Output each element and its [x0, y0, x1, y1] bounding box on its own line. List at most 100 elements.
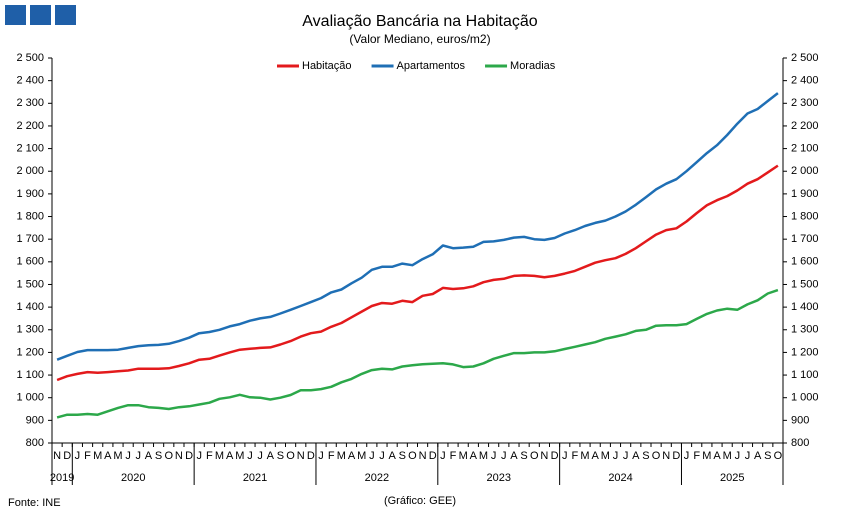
- y2-tick-label: 1 800: [791, 210, 819, 222]
- x-tick-label: J: [440, 450, 446, 462]
- x-tick-label: D: [185, 450, 193, 462]
- y2-tick-label: 1 100: [791, 369, 819, 381]
- x-tick-label: D: [429, 450, 437, 462]
- x-tick-label: A: [510, 450, 518, 462]
- y-tick-label: 2 500: [16, 52, 44, 64]
- x-tick-label: N: [53, 450, 61, 462]
- x-tick-label: F: [450, 450, 457, 462]
- y-tick-label: 1 300: [16, 324, 44, 336]
- x-tick-label: M: [93, 450, 102, 462]
- x-tick-label: D: [551, 450, 559, 462]
- x-tick-label: M: [723, 450, 732, 462]
- y2-tick-label: 2 300: [791, 97, 819, 109]
- y-tick-label: 1 700: [16, 233, 44, 245]
- y2-tick-label: 1 600: [791, 256, 819, 268]
- x-tick-label: J: [75, 450, 81, 462]
- x-tick-label: M: [601, 450, 610, 462]
- y-tick-label: 1 100: [16, 369, 44, 381]
- x-tick-label: J: [491, 450, 497, 462]
- year-label: 2019: [50, 472, 74, 484]
- y2-tick-label: 1 500: [791, 278, 819, 290]
- x-tick-label: O: [652, 450, 661, 462]
- y2-tick-label: 1 000: [791, 392, 819, 404]
- year-label: 2022: [365, 472, 389, 484]
- credit: (Gráfico: GEE): [384, 495, 456, 507]
- y-tick-label: 1 900: [16, 188, 44, 200]
- y-tick-label: 2 200: [16, 120, 44, 132]
- x-tick-label: D: [307, 450, 315, 462]
- x-tick-label: S: [764, 450, 771, 462]
- x-tick-label: N: [540, 450, 548, 462]
- x-tick-label: M: [479, 450, 488, 462]
- x-tick-label: M: [215, 450, 224, 462]
- y2-tick-label: 2 000: [791, 165, 819, 177]
- x-tick-label: J: [125, 450, 131, 462]
- y-tick-label: 900: [26, 414, 44, 426]
- year-label: 2020: [121, 472, 145, 484]
- x-tick-label: J: [136, 450, 142, 462]
- x-tick-label: A: [267, 450, 275, 462]
- x-tick-label: A: [388, 450, 396, 462]
- x-tick-label: A: [592, 450, 600, 462]
- y2-tick-label: 800: [791, 437, 809, 449]
- x-tick-label: J: [369, 450, 375, 462]
- chart-title: Avaliação Bancária na Habitação: [302, 13, 538, 30]
- y2-tick-label: 2 500: [791, 52, 819, 64]
- y-tick-label: 1 000: [16, 392, 44, 404]
- y-tick-label: 2 000: [16, 165, 44, 177]
- x-tick-label: F: [84, 450, 91, 462]
- y-tick-label: 1 800: [16, 210, 44, 222]
- y2-tick-label: 2 400: [791, 75, 819, 87]
- y2-tick-label: 2 100: [791, 142, 819, 154]
- x-tick-label: J: [501, 450, 507, 462]
- x-tick-label: J: [247, 450, 253, 462]
- y-tick-label: 1 600: [16, 256, 44, 268]
- year-label: 2023: [486, 472, 510, 484]
- x-tick-label: S: [399, 450, 406, 462]
- x-tick-label: M: [337, 450, 346, 462]
- y2-tick-label: 2 200: [791, 120, 819, 132]
- source: Fonte: INE: [8, 497, 61, 509]
- x-tick-label: O: [286, 450, 295, 462]
- x-tick-label: A: [470, 450, 478, 462]
- x-tick-label: F: [693, 450, 700, 462]
- x-tick-label: O: [774, 450, 783, 462]
- x-tick-label: J: [684, 450, 690, 462]
- x-tick-label: A: [713, 450, 721, 462]
- x-tick-label: N: [419, 450, 427, 462]
- y2-tick-label: 900: [791, 414, 809, 426]
- x-tick-label: S: [277, 450, 284, 462]
- year-label: 2024: [608, 472, 632, 484]
- y-tick-label: 1 200: [16, 346, 44, 358]
- x-tick-label: S: [520, 450, 527, 462]
- series-line: [56, 92, 779, 361]
- x-tick-label: F: [206, 450, 213, 462]
- x-tick-label: D: [63, 450, 71, 462]
- x-tick-label: A: [754, 450, 762, 462]
- y2-tick-label: 1 400: [791, 301, 819, 313]
- chart-subtitle: (Valor Mediano, euros/m2): [349, 32, 490, 46]
- x-tick-label: J: [623, 450, 629, 462]
- legend-label: Apartamentos: [397, 60, 466, 72]
- x-tick-label: N: [297, 450, 305, 462]
- y-tick-label: 2 300: [16, 97, 44, 109]
- y-tick-label: 2 400: [16, 75, 44, 87]
- series-line: [56, 164, 779, 382]
- logo-block: [55, 5, 76, 25]
- legend-label: Habitação: [302, 60, 352, 72]
- y-tick-label: 2 100: [16, 142, 44, 154]
- year-label: 2025: [720, 472, 744, 484]
- logo-block: [5, 5, 26, 25]
- x-tick-label: N: [662, 450, 670, 462]
- x-tick-label: M: [702, 450, 711, 462]
- x-tick-label: M: [580, 450, 589, 462]
- x-tick-label: A: [632, 450, 640, 462]
- x-tick-label: A: [348, 450, 356, 462]
- x-tick-label: F: [328, 450, 335, 462]
- x-tick-label: M: [459, 450, 468, 462]
- year-label: 2021: [243, 472, 267, 484]
- x-tick-label: A: [145, 450, 153, 462]
- legend-label: Moradias: [510, 60, 556, 72]
- x-tick-label: S: [155, 450, 162, 462]
